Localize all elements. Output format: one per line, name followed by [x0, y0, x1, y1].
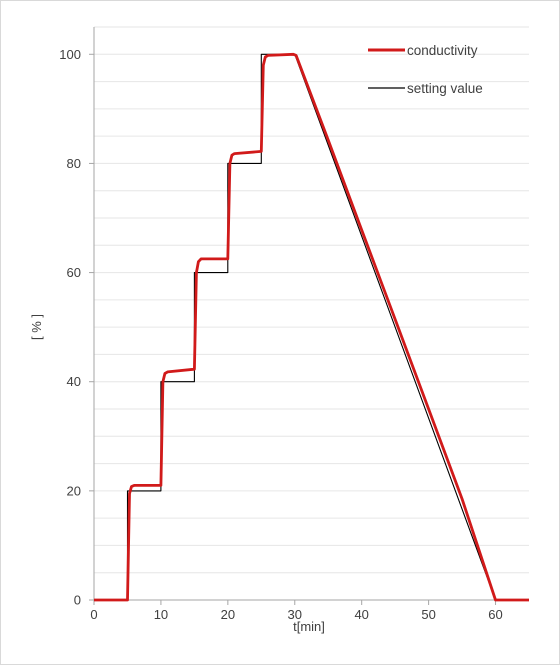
x-tick-label: 50: [421, 607, 435, 622]
x-tick-label: 30: [288, 607, 302, 622]
series-line-conductivity: [94, 52, 529, 602]
x-tick-label: 60: [488, 607, 502, 622]
tick-labels: 0 20 40 60 80 100 0 10 20 30 40 50 60: [59, 47, 502, 622]
x-tick-label: 40: [354, 607, 368, 622]
x-axis-title: t[min]: [293, 619, 325, 634]
series-lines: [94, 52, 529, 602]
gridlines: [94, 26, 529, 574]
y-tick-label: 80: [67, 156, 81, 171]
x-tick-label: 0: [90, 607, 97, 622]
y-axis-title: [ % ]: [29, 314, 44, 340]
y-tick-label: 20: [67, 483, 81, 498]
y-tick-label: 0: [74, 593, 81, 608]
x-tick-label: 20: [221, 607, 235, 622]
legend: conductivity setting value: [368, 43, 483, 96]
y-tick-label: 60: [67, 265, 81, 280]
legend-label-setting-value: setting value: [407, 81, 483, 96]
x-tick-label: 10: [154, 607, 168, 622]
legend-label-conductivity: conductivity: [407, 43, 478, 58]
y-tick-label: 100: [59, 47, 81, 62]
y-tick-label: 40: [67, 374, 81, 389]
axes: [89, 27, 529, 605]
